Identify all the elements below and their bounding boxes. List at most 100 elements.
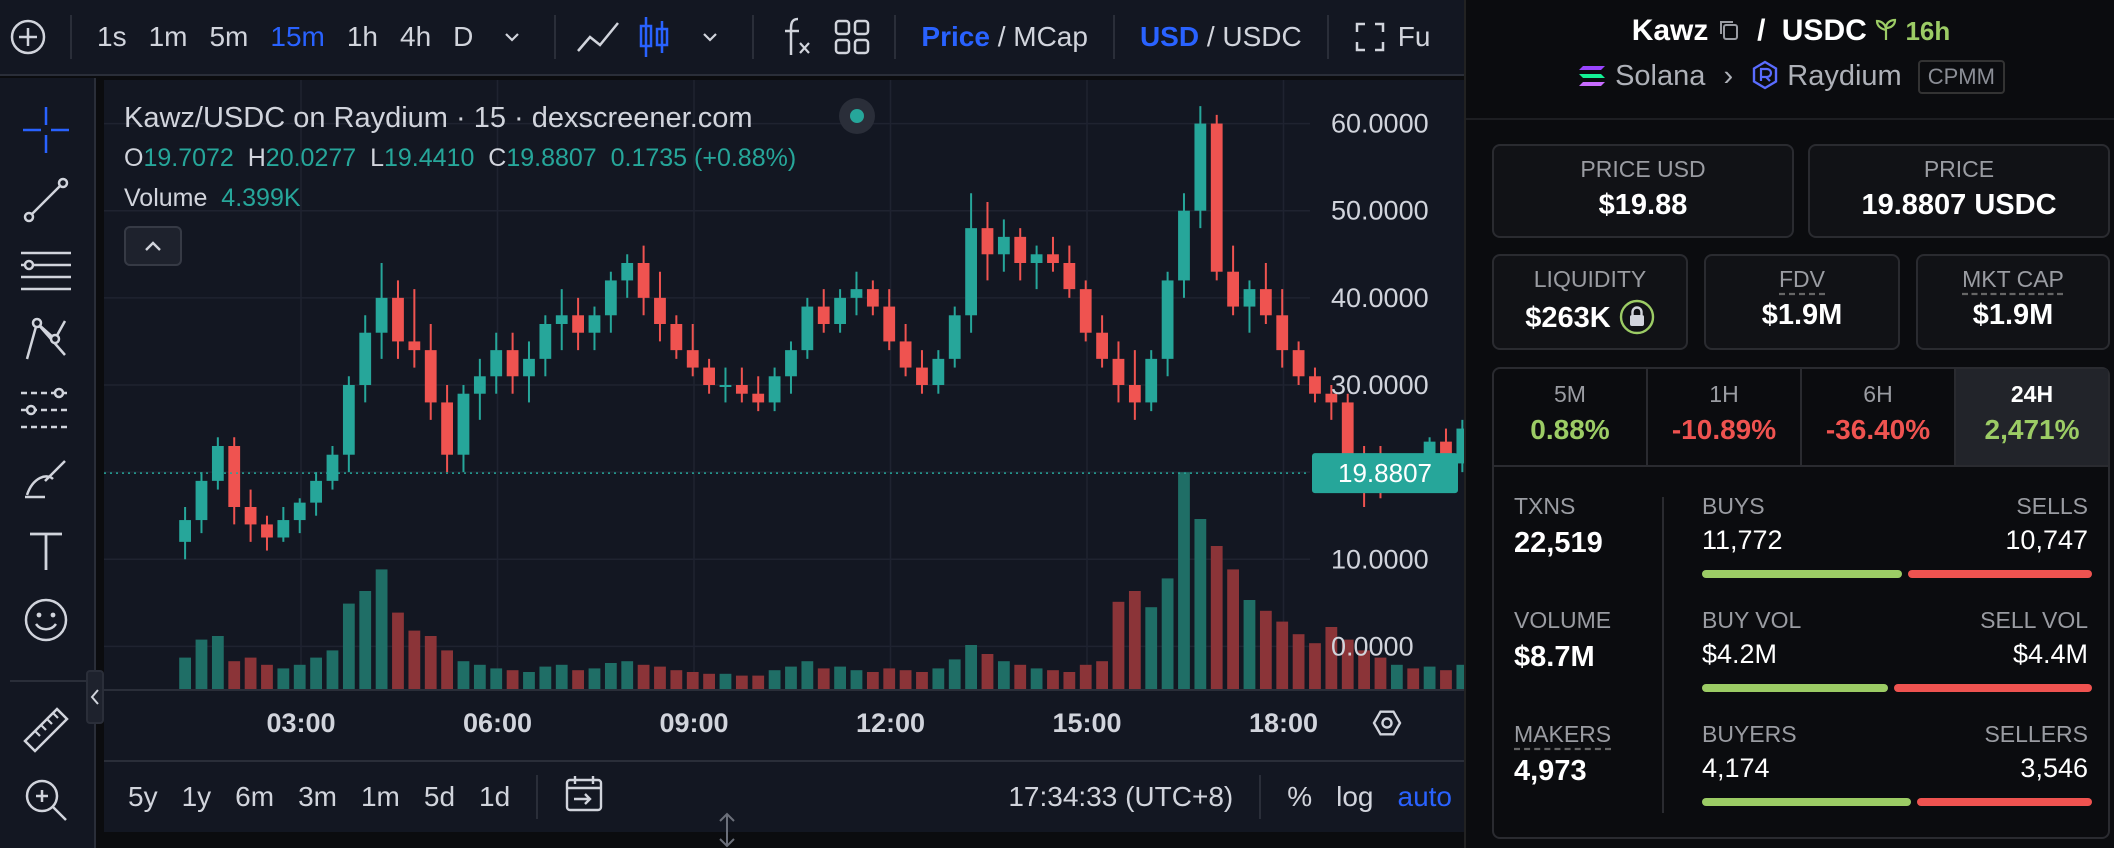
fullscreen-button[interactable]: Fu bbox=[1343, 21, 1442, 53]
resize-handle-icon[interactable] bbox=[712, 812, 742, 848]
volume-bar bbox=[948, 659, 961, 690]
log-scale-toggle[interactable]: log bbox=[1336, 781, 1374, 812]
dex-name[interactable]: Raydium bbox=[1787, 60, 1902, 92]
price-mcap-toggle[interactable]: Price / MCap bbox=[910, 21, 1099, 53]
pattern-icon[interactable] bbox=[16, 310, 76, 370]
candle-body bbox=[1128, 385, 1141, 403]
volume-bar bbox=[457, 661, 470, 690]
candles-icon[interactable] bbox=[626, 9, 682, 65]
volume-label: Volume bbox=[124, 184, 208, 212]
candle-body bbox=[752, 393, 765, 403]
sellers-bar bbox=[1917, 798, 2092, 806]
toolbar-divider bbox=[70, 15, 72, 59]
emoji-icon[interactable] bbox=[16, 590, 76, 650]
settings-icon[interactable] bbox=[1372, 710, 1402, 736]
fib-icon[interactable] bbox=[16, 380, 76, 440]
fdv-label[interactable]: FDV bbox=[1779, 266, 1825, 292]
indicator-line-icon[interactable] bbox=[570, 9, 626, 65]
layouts-grid-icon[interactable] bbox=[824, 9, 880, 65]
horizontal-lines-icon[interactable] bbox=[16, 240, 76, 300]
tab-1h-label: 1H bbox=[1709, 381, 1739, 407]
range-5y[interactable]: 5y bbox=[128, 781, 158, 812]
buys-bar bbox=[1702, 570, 1902, 578]
candlestick-chart-svg[interactable]: 60.0000 50.0000 40.0000 30.0000 10.0000 0.000… bbox=[104, 80, 1464, 760]
copy-icon[interactable] bbox=[1717, 18, 1741, 42]
chevron-up-icon bbox=[145, 241, 161, 251]
x-tick-label: 12:00 bbox=[856, 708, 925, 738]
range-1d[interactable]: 1d bbox=[479, 781, 511, 812]
range-5d[interactable]: 5d bbox=[423, 781, 456, 812]
tab-1h[interactable]: 1H -10.89% bbox=[1648, 369, 1802, 465]
volume-bar bbox=[866, 672, 879, 690]
candle-body bbox=[392, 297, 404, 342]
candle-body bbox=[293, 502, 306, 521]
candle-body bbox=[441, 402, 453, 455]
brush-icon[interactable] bbox=[16, 450, 76, 510]
zoom-icon[interactable] bbox=[16, 770, 76, 830]
candle-body bbox=[555, 315, 568, 324]
add-symbol-icon[interactable] bbox=[0, 9, 56, 65]
candle-body bbox=[768, 376, 781, 403]
crosshair-icon[interactable] bbox=[16, 100, 76, 160]
ruler-icon[interactable] bbox=[16, 700, 76, 760]
candle-body bbox=[572, 315, 584, 333]
auto-scale-toggle[interactable]: auto bbox=[1397, 781, 1453, 812]
trend-line-icon[interactable] bbox=[16, 170, 76, 230]
fdv-value: $1.9M bbox=[1761, 299, 1843, 331]
candle-body bbox=[883, 306, 896, 342]
interval-4h[interactable]: 4h bbox=[400, 21, 432, 52]
candle-body bbox=[277, 520, 290, 538]
mktcap-value: $1.9M bbox=[1972, 299, 2054, 331]
price-chart[interactable]: 60.0000 50.0000 40.0000 30.0000 10.0000 0.000… bbox=[104, 80, 1464, 832]
sellers-value: 3,546 bbox=[2020, 753, 2088, 783]
volume-bar bbox=[850, 670, 863, 690]
price-usd-label: PRICE USD bbox=[1580, 156, 1706, 182]
price-value: 19.8807 USDC bbox=[1861, 189, 2057, 221]
open-label: O bbox=[124, 144, 144, 172]
tab-24h[interactable]: 24H 2,471% bbox=[1956, 369, 2108, 465]
range-1m[interactable]: 1m bbox=[360, 781, 400, 812]
makers-label[interactable]: MAKERS bbox=[1514, 721, 1612, 747]
chart-clock[interactable]: 17:34:33 (UTC+8) bbox=[1008, 781, 1234, 812]
sells-value: 10,747 bbox=[2005, 525, 2088, 555]
interval-1h[interactable]: 1h bbox=[346, 21, 379, 52]
candle-body bbox=[1309, 376, 1321, 394]
mktcap-label[interactable]: MKT CAP bbox=[1962, 266, 2064, 292]
chart-toolbar: 1s 1m 5m 15m 1h 4h D Price / MCap USD / … bbox=[0, 0, 1464, 76]
price-option: Price bbox=[921, 21, 990, 52]
chevron-down-icon[interactable] bbox=[484, 9, 540, 65]
interval-5m[interactable]: 5m bbox=[209, 21, 249, 52]
low-label: L bbox=[370, 144, 384, 172]
percent-scale-toggle[interactable]: % bbox=[1287, 781, 1313, 812]
volume-bar bbox=[1047, 670, 1059, 690]
collapse-legend-button[interactable] bbox=[124, 226, 182, 266]
volume-bar bbox=[1161, 578, 1174, 690]
candle-body bbox=[1210, 123, 1223, 272]
range-1y[interactable]: 1y bbox=[181, 781, 212, 812]
candle-body bbox=[195, 480, 208, 521]
range-3m[interactable]: 3m bbox=[298, 781, 337, 812]
chevron-down-icon[interactable] bbox=[682, 9, 738, 65]
currency-toggle[interactable]: USD / USDC bbox=[1129, 21, 1313, 53]
chain-name[interactable]: Solana bbox=[1615, 60, 1706, 92]
candle-body bbox=[473, 376, 486, 394]
goto-date-icon[interactable] bbox=[552, 774, 616, 821]
volume-bar bbox=[1210, 546, 1223, 690]
text-tool-icon[interactable] bbox=[16, 520, 76, 580]
interval-1m[interactable]: 1m bbox=[148, 21, 188, 52]
range-6m[interactable]: 6m bbox=[235, 781, 275, 812]
high-value: 20.0277 bbox=[265, 144, 357, 172]
price-quote-card: PRICE 19.8807 USDC bbox=[1808, 144, 2110, 238]
tab-6h[interactable]: 6H -36.40% bbox=[1802, 369, 1956, 465]
collapse-sidebar-handle[interactable] bbox=[86, 670, 104, 724]
interval-d[interactable]: D bbox=[453, 21, 474, 52]
candle-body bbox=[424, 350, 437, 403]
interval-1s[interactable]: 1s bbox=[97, 21, 127, 52]
candle-body bbox=[1047, 254, 1059, 263]
lock-icon[interactable] bbox=[1619, 299, 1655, 335]
interval-15m[interactable]: 15m bbox=[270, 21, 325, 52]
indicators-fx-icon[interactable] bbox=[768, 9, 824, 65]
tab-5m[interactable]: 5M 0.88% bbox=[1494, 369, 1648, 465]
candle-body bbox=[1112, 358, 1125, 385]
volume-bar bbox=[768, 670, 781, 690]
